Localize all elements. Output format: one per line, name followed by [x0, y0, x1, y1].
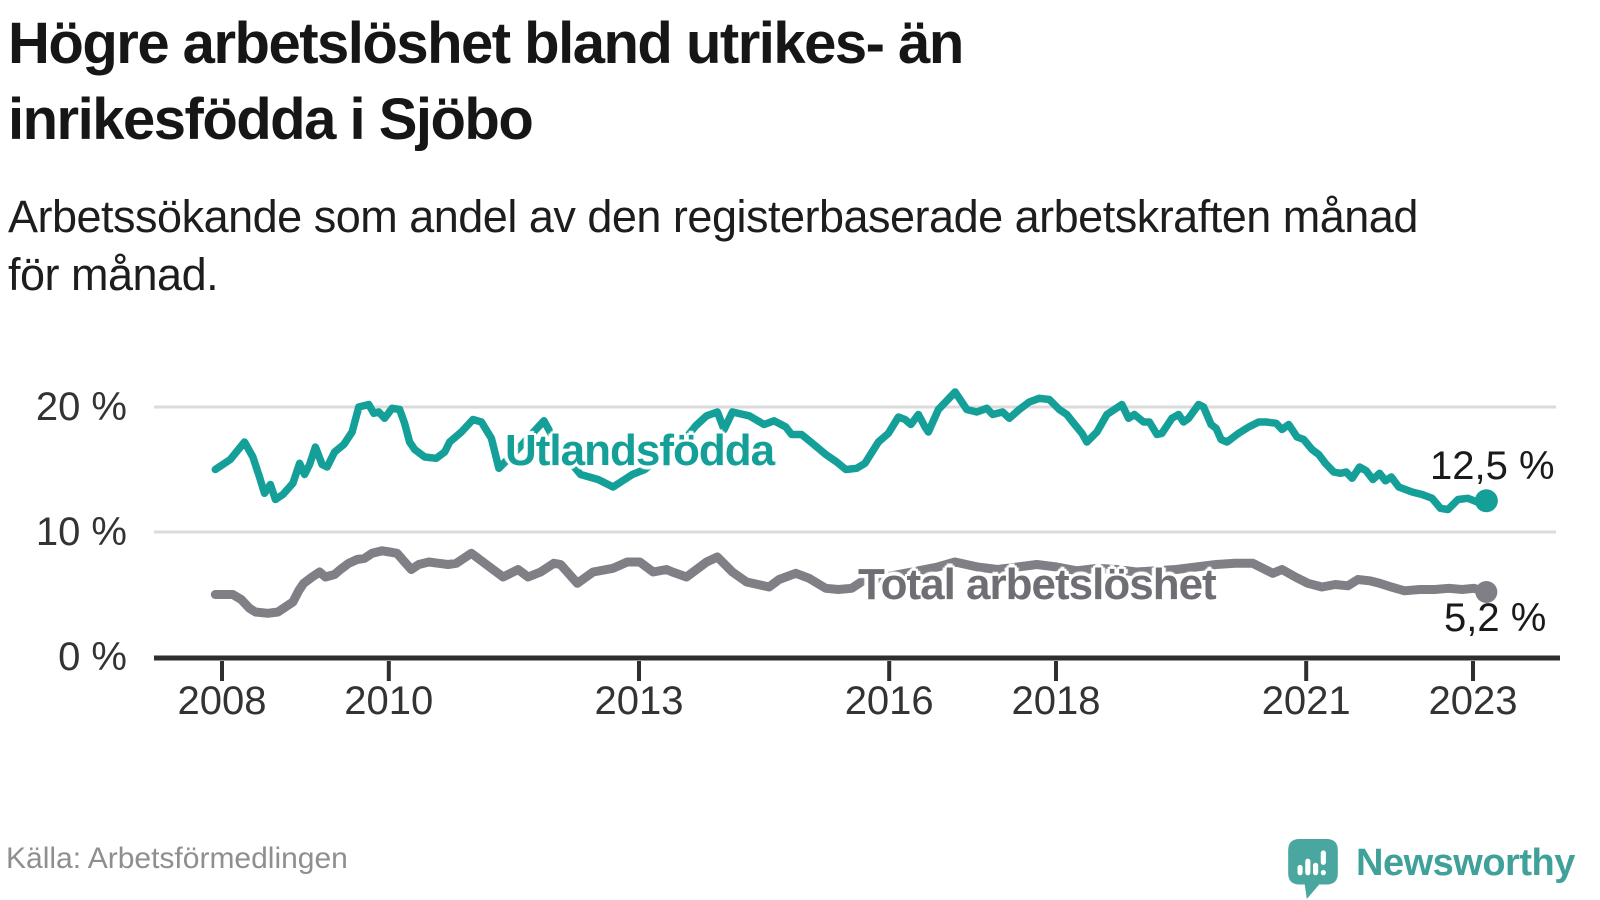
x-tick-label: 2016	[844, 679, 934, 723]
end-value-total: 5,2 %	[1444, 596, 1547, 640]
x-tick-label: 2013	[594, 679, 684, 723]
x-tick-label: 2021	[1261, 679, 1351, 723]
page-title: Högre arbetslöshet bland utrikes- än inr…	[8, 6, 1568, 158]
end-dot-total	[1475, 581, 1498, 603]
source-note: Källa: Arbetsförmedlingen	[6, 842, 348, 875]
newsworthy-logo: Newsworthy	[1288, 839, 1575, 899]
x-tick-label: 2018	[1011, 679, 1101, 723]
line-total	[210, 546, 1491, 618]
newsworthy-icon	[1288, 839, 1338, 899]
series-label-utlandsfodda: Utlandsfödda	[505, 426, 775, 475]
y-tick-label: 20 %	[35, 385, 127, 429]
line-utlandsfodda	[211, 388, 1491, 514]
series-label-total-arbetsloshet: Total arbetslöshet	[858, 560, 1217, 609]
end-dot-utlandsfodda	[1474, 489, 1498, 513]
x-tick-label: 2008	[177, 679, 267, 723]
title-line-1: Högre arbetslöshet bland utrikes- än	[8, 11, 964, 76]
chart-subtitle: Arbetssökande som andel av den registerb…	[8, 188, 1568, 304]
subtitle-line-1: Arbetssökande som andel av den registerb…	[8, 191, 1418, 242]
x-tick-label: 2010	[344, 679, 434, 723]
end-value-utlandsfodda: 12,5 %	[1430, 444, 1555, 488]
y-tick-label: 10 %	[35, 510, 127, 554]
newsworthy-wordmark: Newsworthy	[1356, 841, 1575, 884]
x-tick-label: 2023	[1428, 679, 1518, 723]
subtitle-line-2: för månad.	[8, 249, 219, 300]
y-tick-label: 0 %	[58, 635, 127, 679]
title-line-2: inrikesfödda i Sjöbo	[8, 87, 534, 152]
